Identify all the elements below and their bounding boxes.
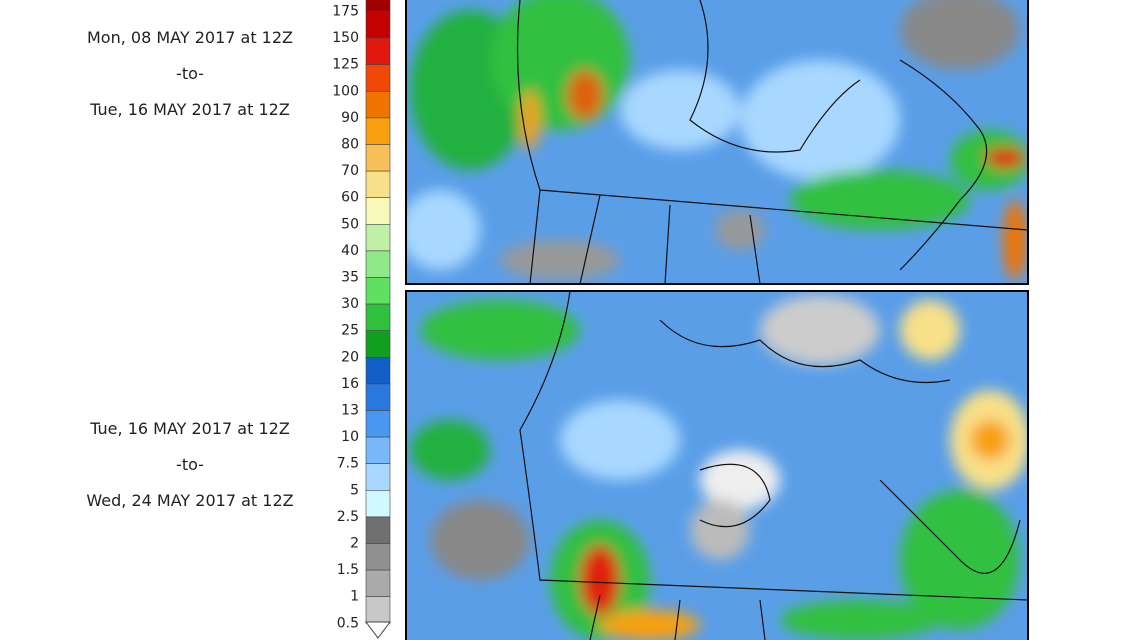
legend-label: 16 (341, 376, 359, 392)
legend-swatch (365, 596, 391, 624)
legend-label: 13 (341, 403, 359, 419)
legend-swatch (365, 330, 391, 358)
period-end: Tue, 16 MAY 2017 at 12Z (90, 100, 290, 119)
legend-label: 125 (332, 57, 359, 73)
legend-swatch (365, 91, 391, 119)
legend-swatch (365, 356, 391, 385)
period-separator: -to- (176, 64, 204, 83)
legend-label: 40 (341, 243, 359, 259)
period-start: Tue, 16 MAY 2017 at 12Z (90, 419, 290, 438)
period-separator: -to- (176, 455, 204, 474)
legend-label: 30 (341, 296, 359, 312)
legend-label: 7.5 (337, 456, 359, 472)
map-bottom (406, 291, 1028, 640)
legend-swatch (365, 197, 391, 225)
legend-swatch (365, 37, 391, 65)
legend-label: 1.5 (337, 562, 359, 578)
legend-swatch (365, 436, 391, 465)
legend-label: 5 (350, 482, 359, 498)
legend-swatch (365, 569, 391, 597)
legend-label: 25 (341, 323, 359, 339)
legend-swatch (365, 277, 391, 305)
legend-label: 2 (350, 536, 359, 552)
legend-triangle (365, 621, 391, 639)
legend-swatch (365, 224, 391, 252)
legend-swatch (365, 463, 391, 491)
legend-label: 50 (341, 216, 359, 232)
legend-label: 80 (341, 137, 359, 153)
legend-swatch (365, 250, 391, 278)
legend-label: 20 (341, 349, 359, 365)
legend-swatch (365, 516, 391, 544)
map-top (406, 0, 1028, 284)
legend-label: 90 (341, 110, 359, 126)
legend-label: 100 (332, 83, 359, 99)
legend-swatch (365, 64, 391, 92)
legend-swatch (365, 11, 391, 39)
legend-swatch (365, 170, 391, 199)
legend-swatch (365, 489, 391, 518)
legend-swatch (365, 144, 391, 172)
legend-label: 1 (350, 589, 359, 605)
legend-swatch (365, 383, 391, 411)
color-legend: 175150125100908070605040353025201613107.… (332, 0, 391, 631)
legend-swatch (365, 410, 391, 438)
legend-label: 175 (332, 4, 359, 20)
legend-label: 0.5 (337, 615, 359, 631)
period-end: Wed, 24 MAY 2017 at 12Z (86, 491, 294, 510)
legend-label: 10 (341, 429, 359, 445)
legend-label: 35 (341, 270, 359, 286)
legend-swatch (365, 0, 391, 12)
period-start: Mon, 08 MAY 2017 at 12Z (86, 28, 293, 47)
legend-label: 150 (332, 30, 359, 46)
legend-label: 60 (341, 190, 359, 206)
legend-swatch (365, 543, 391, 571)
legend-label: 2.5 (337, 509, 359, 525)
legend-swatch (365, 303, 391, 332)
legend-label: 70 (341, 163, 359, 179)
legend-swatch (365, 117, 391, 145)
